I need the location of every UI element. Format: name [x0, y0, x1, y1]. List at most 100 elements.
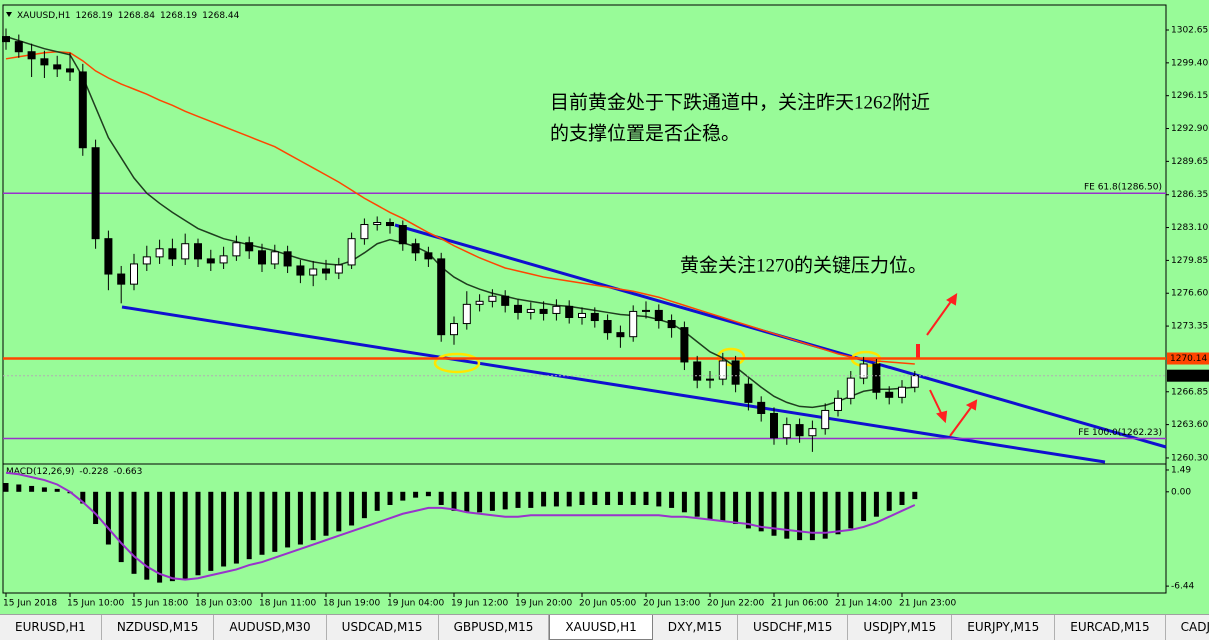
x-tick-label: 19 Jun 20:00	[515, 599, 572, 609]
tab[interactable]: XAUUSD,H1	[549, 615, 653, 640]
macd-bar	[797, 491, 803, 541]
price-box	[1167, 369, 1209, 382]
tab[interactable]: CADJPY,H1	[1166, 615, 1209, 640]
candle-body	[142, 256, 151, 265]
y-tick-label: 1273.35	[1171, 322, 1208, 332]
y-tick-label: 1263.60	[1171, 420, 1208, 430]
tab[interactable]: DXY,M15	[653, 615, 738, 640]
macd-bar	[131, 491, 137, 574]
candle-body	[219, 255, 228, 264]
candle-body	[616, 332, 625, 338]
macd-bar	[553, 491, 559, 507]
header-value: -0.663	[113, 467, 142, 477]
candle-body	[757, 401, 766, 414]
macd-bar	[438, 491, 444, 505]
x-tick-label: 20 Jun 13:00	[643, 599, 700, 609]
macd-bar	[93, 491, 99, 525]
signal-line	[5, 471, 916, 581]
candle-body	[885, 391, 894, 398]
macd-bar	[361, 491, 367, 519]
x-tick-label: 21 Jun 23:00	[899, 599, 956, 609]
x-tick-label: 18 Jun 11:00	[259, 599, 316, 609]
candle-body	[578, 312, 586, 318]
candle-body	[91, 147, 100, 240]
candle-body	[475, 300, 484, 305]
plot-frame	[2, 4, 1167, 594]
macd-bar	[528, 491, 534, 508]
y-tick-label: 1299.40	[1171, 58, 1208, 68]
candle-body	[296, 265, 305, 276]
candle-body	[680, 327, 689, 363]
candle-body	[411, 243, 420, 254]
tab[interactable]: USDCAD,M15	[327, 615, 439, 640]
macd-bar	[630, 491, 636, 505]
candle-body	[834, 397, 842, 411]
candle-body	[846, 377, 855, 399]
macd-bar	[80, 491, 86, 504]
macd-bar	[451, 491, 457, 511]
macd-bar	[707, 491, 713, 520]
tab[interactable]: NZDUSD,M15	[102, 615, 215, 640]
candle-body	[603, 320, 612, 334]
candle-body	[14, 41, 23, 53]
candle-body	[450, 323, 458, 336]
macd-bar	[566, 491, 572, 507]
candle-body	[462, 303, 471, 325]
x-tick-label: 19 Jun 12:00	[451, 599, 508, 609]
header-value: 1268.19	[160, 11, 197, 21]
y-tick-label: 1292.90	[1171, 124, 1208, 134]
macd-bar	[425, 491, 431, 497]
menu-icon[interactable]	[6, 12, 12, 17]
header-value: 1268.19	[76, 11, 113, 21]
candle-body	[795, 424, 804, 437]
tab[interactable]: USDCHF,M15	[738, 615, 849, 640]
macd-bar	[733, 491, 739, 525]
macd-bar	[29, 485, 35, 492]
candle-body	[642, 309, 650, 312]
candle-body	[334, 264, 343, 274]
x-tick-label: 20 Jun 22:00	[707, 599, 764, 609]
x-tick-label: 19 Jun 04:00	[387, 599, 444, 609]
y-tick-label: 1283.10	[1171, 223, 1208, 233]
macd-bar	[349, 491, 355, 526]
highlight-ellipse	[716, 347, 746, 367]
macd-bar	[886, 491, 892, 511]
macd-bar	[144, 491, 150, 580]
candle-body	[526, 308, 535, 313]
marker	[916, 344, 920, 358]
header-value: 1268.84	[118, 11, 155, 21]
tab[interactable]: EURJPY,M15	[952, 615, 1056, 640]
candle-body	[78, 71, 87, 149]
macd-bar	[477, 491, 483, 513]
macd-bar	[579, 491, 585, 505]
tab[interactable]: AUDUSD,M30	[214, 615, 327, 640]
macd-bar	[118, 491, 124, 563]
candle-body	[322, 268, 330, 274]
candle-body	[514, 304, 522, 313]
macd-header: MACD(12,26,9) -0.228 -0.663	[6, 467, 142, 477]
header-value: 1268.44	[202, 11, 239, 21]
candle-body	[40, 58, 49, 66]
candle-body	[283, 251, 292, 267]
x-tick-label: 20 Jun 05:00	[579, 599, 636, 609]
y-tick-label: 1289.65	[1171, 157, 1208, 167]
candle-body	[66, 68, 74, 73]
last-price-label: 1268.44	[1170, 371, 1207, 381]
macd-bar	[809, 491, 815, 541]
macd-bar	[221, 491, 227, 567]
macd-bar	[835, 491, 841, 535]
candle-body	[104, 238, 113, 275]
candle-body	[718, 360, 727, 380]
tab[interactable]: EURCAD,M15	[1055, 615, 1166, 640]
candle-body	[245, 242, 254, 252]
tab[interactable]: USDJPY,M15	[848, 615, 953, 640]
tab[interactable]: GBPUSD,M15	[439, 615, 550, 640]
macd-bar	[745, 491, 751, 529]
price-box	[1167, 352, 1209, 365]
candle-body	[744, 383, 753, 403]
candle-body	[654, 309, 663, 322]
tab[interactable]: EURUSD,H1	[0, 615, 102, 640]
macd-bar	[387, 491, 393, 505]
x-tick-label: 18 Jun 19:00	[323, 599, 380, 609]
candle-body	[590, 312, 599, 322]
